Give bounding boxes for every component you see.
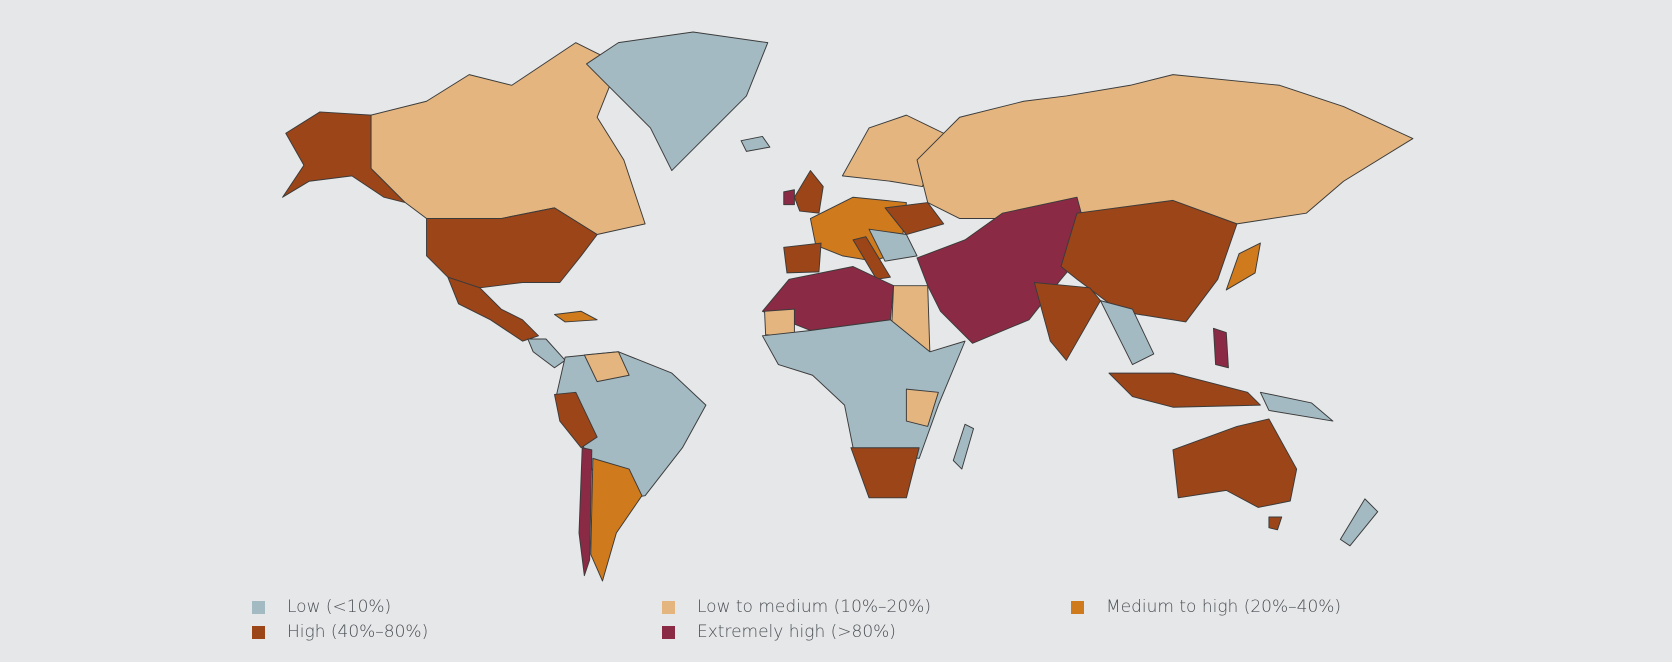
- region-greenland: [585, 31, 769, 172]
- legend-label-extremely-high: Extremely high (>80%): [697, 622, 896, 642]
- legend-label-low-medium: Low to medium (10%–20%): [697, 597, 931, 617]
- region-iceland: [740, 135, 771, 152]
- region-eastern-europe: [884, 202, 945, 236]
- region-usa: [426, 207, 598, 289]
- region-italy: [852, 236, 891, 280]
- legend-label-high: High (40%–80%): [287, 622, 429, 642]
- region-new-zealand: [1339, 498, 1379, 547]
- region-china: [1060, 199, 1238, 323]
- legend-swatch-extremely-high: [662, 625, 675, 639]
- region-alaska: [282, 111, 406, 204]
- legend-swatch-low: [252, 600, 265, 614]
- legend-item-extremely-high: Extremely high (>80%): [662, 622, 896, 642]
- region-peru: [554, 391, 598, 449]
- region-papua: [1259, 391, 1334, 422]
- legend-swatch-medium-high: [1071, 600, 1084, 614]
- legend-label-medium-high: Medium to high (20%–40%): [1106, 597, 1342, 617]
- region-indonesia: [1108, 372, 1261, 408]
- region-madagascar: [952, 423, 975, 470]
- region-argentina: [590, 457, 643, 582]
- region-balkans: [868, 228, 918, 262]
- region-iberia: [783, 242, 822, 274]
- region-uk: [793, 170, 824, 214]
- region-ireland: [783, 189, 795, 206]
- region-australia: [1172, 418, 1298, 508]
- legend-item-high: High (40%–80%): [252, 622, 428, 642]
- region-east-africa: [905, 388, 939, 427]
- legend-swatch-high: [252, 625, 265, 639]
- legend-item-medium-high: Medium to high (20%–40%): [1071, 597, 1341, 617]
- region-canada: [370, 42, 646, 236]
- legend-item-low-medium: Low to medium (10%–20%): [662, 597, 931, 617]
- region-central-america: [527, 338, 566, 369]
- region-chile: [578, 447, 593, 577]
- region-southeast-asia: [1099, 300, 1155, 366]
- legend-item-low: Low (<10%): [252, 597, 391, 617]
- region-india: [1033, 282, 1101, 361]
- region-sub-saharan-africa: [761, 319, 966, 459]
- region-venezuela: [583, 351, 630, 383]
- region-tasmania: [1268, 516, 1283, 531]
- region-middle-east: [916, 196, 1091, 344]
- region-southern-africa: [850, 447, 920, 499]
- legend-swatch-low-medium: [662, 600, 675, 614]
- legend-label-low: Low (<10%): [287, 597, 392, 617]
- region-japan: [1225, 242, 1261, 291]
- region-mexico: [447, 276, 539, 342]
- region-caribbean: [554, 310, 598, 323]
- region-philippines: [1212, 327, 1229, 369]
